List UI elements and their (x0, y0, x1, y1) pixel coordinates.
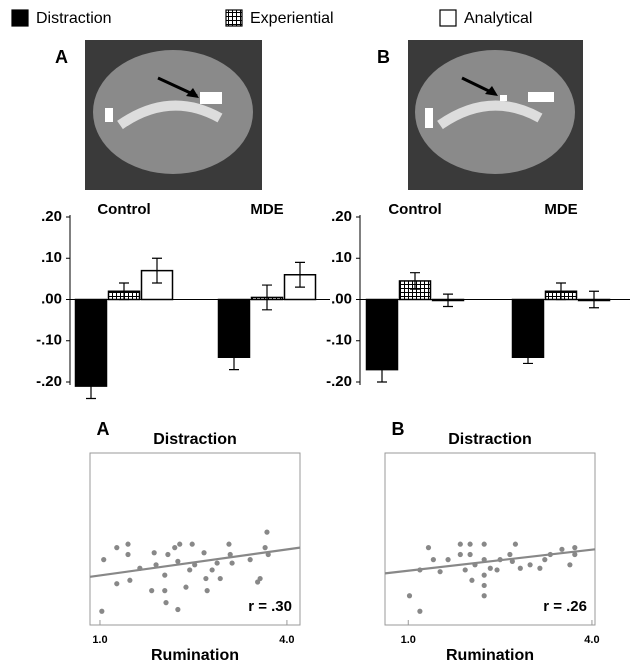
point (468, 542, 473, 547)
point (210, 567, 215, 572)
point (205, 588, 210, 593)
category-label: MDE (544, 201, 577, 218)
point (152, 550, 157, 555)
point (513, 542, 518, 547)
point (494, 567, 499, 572)
legend-label: Experiential (250, 10, 334, 27)
point (101, 557, 106, 562)
x-tick-label: 4.0 (279, 634, 294, 646)
point (537, 566, 542, 571)
x-tick-label: 1.0 (92, 634, 107, 646)
point (407, 593, 412, 598)
point (542, 557, 547, 562)
point (458, 552, 463, 557)
panel-letter: B (377, 47, 390, 67)
point (559, 547, 564, 552)
point (162, 573, 167, 578)
point (190, 542, 195, 547)
annotation: r = .30 (248, 598, 292, 615)
y-tick-label: .00 (331, 290, 352, 307)
category-label: MDE (250, 201, 283, 218)
y-tick-label: -.10 (36, 332, 62, 349)
panel-letter: A (55, 47, 68, 67)
figure: Distraction Experiential Analytical A .20 .10… (0, 0, 635, 663)
point (482, 593, 487, 598)
point (183, 585, 188, 590)
point (488, 566, 493, 571)
point (445, 557, 450, 562)
x-tick-label: 4.0 (584, 634, 599, 646)
chart-title: Distraction (153, 431, 237, 448)
point (215, 560, 220, 565)
point (507, 552, 512, 557)
point (175, 559, 180, 564)
point (263, 545, 268, 550)
point (149, 588, 154, 593)
point (162, 588, 167, 593)
point (518, 566, 523, 571)
point (264, 530, 269, 535)
x-axis-label: Rumination (446, 647, 534, 663)
point (226, 542, 231, 547)
y-tick-label: -.10 (326, 332, 352, 349)
y-tick-label: .10 (41, 249, 62, 266)
point (426, 545, 431, 550)
chart-title: Distraction (448, 431, 532, 448)
point (469, 578, 474, 583)
point (258, 576, 263, 581)
y-tick-label: .10 (331, 249, 352, 266)
point (218, 576, 223, 581)
legend-swatch (440, 10, 456, 26)
x-axis-label: Rumination (151, 647, 239, 663)
point (248, 557, 253, 562)
panel-letter: A (97, 419, 110, 439)
point (114, 545, 119, 550)
point (431, 557, 436, 562)
y-tick-label: .20 (331, 208, 352, 225)
point (172, 545, 177, 550)
point (127, 578, 132, 583)
y-tick-label: -.20 (36, 373, 62, 390)
point (229, 560, 234, 565)
point (528, 562, 533, 567)
point (572, 545, 577, 550)
point (463, 567, 468, 572)
category-label: Control (388, 201, 441, 218)
point (125, 552, 130, 557)
point (482, 573, 487, 578)
panel-letter: B (392, 419, 405, 439)
bar (76, 300, 107, 387)
annotation: r = .26 (543, 598, 587, 615)
point (438, 569, 443, 574)
fit-line (90, 548, 300, 577)
point (125, 542, 130, 547)
point (482, 542, 487, 547)
point (458, 542, 463, 547)
point (417, 609, 422, 614)
legend-label: Analytical (464, 10, 532, 27)
point (567, 562, 572, 567)
point (163, 600, 168, 605)
y-tick-label: .20 (41, 208, 62, 225)
point (482, 583, 487, 588)
point (177, 542, 182, 547)
category-label: Control (97, 201, 150, 218)
point (187, 567, 192, 572)
legend-swatch (12, 10, 28, 26)
brain-image (408, 40, 583, 190)
point (201, 550, 206, 555)
legend-label: Distraction (36, 10, 112, 27)
point (175, 607, 180, 612)
point (99, 609, 104, 614)
bar (513, 300, 544, 358)
legend-swatch (226, 10, 242, 26)
point (203, 576, 208, 581)
x-tick-label: 1.0 (401, 634, 416, 646)
y-tick-label: -.20 (326, 373, 352, 390)
point (114, 581, 119, 586)
point (165, 552, 170, 557)
y-tick-label: .00 (41, 290, 62, 307)
point (468, 552, 473, 557)
brain-image (85, 40, 262, 190)
